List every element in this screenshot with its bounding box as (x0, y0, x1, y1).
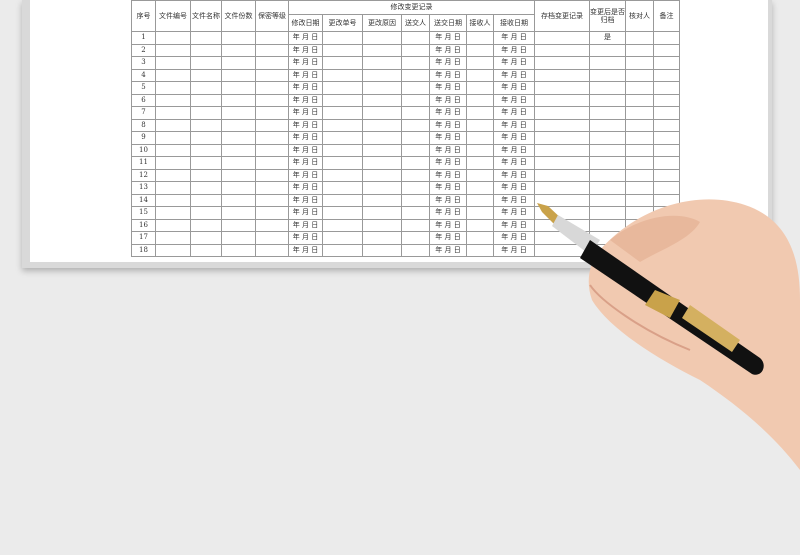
document-change-log-table: 序号 文件编号 文件名称 文件份数 保密等级 修改变更记录 存档变更记录 变更后… (131, 0, 680, 257)
table-row: 10 年 月 日年 月 日年 月 日 (131, 143, 680, 157)
table-row: 14 年 月 日年 月 日年 月 日 (131, 193, 680, 207)
table-row: 12 年 月 日年 月 日年 月 日 (131, 168, 680, 182)
header-copies: 文件份数 (221, 0, 256, 32)
table-row: 11 年 月 日年 月 日年 月 日 (131, 156, 680, 170)
table-row: 13 年 月 日年 月 日年 月 日 (131, 181, 680, 195)
header-checker: 核对人 (625, 0, 654, 32)
header-remarks: 备注 (653, 0, 680, 32)
subheader: 接收日期 (493, 14, 535, 32)
header-file-name: 文件名称 (190, 0, 222, 32)
header-no: 序号 (131, 0, 156, 32)
date-cell[interactable]: 年 月 日 (429, 243, 467, 257)
header-archive-record: 存档变更记录 (534, 0, 590, 32)
subheader: 更改原因 (362, 14, 402, 32)
header-security: 保密等级 (255, 0, 289, 32)
subheader: 送交人 (401, 14, 430, 32)
